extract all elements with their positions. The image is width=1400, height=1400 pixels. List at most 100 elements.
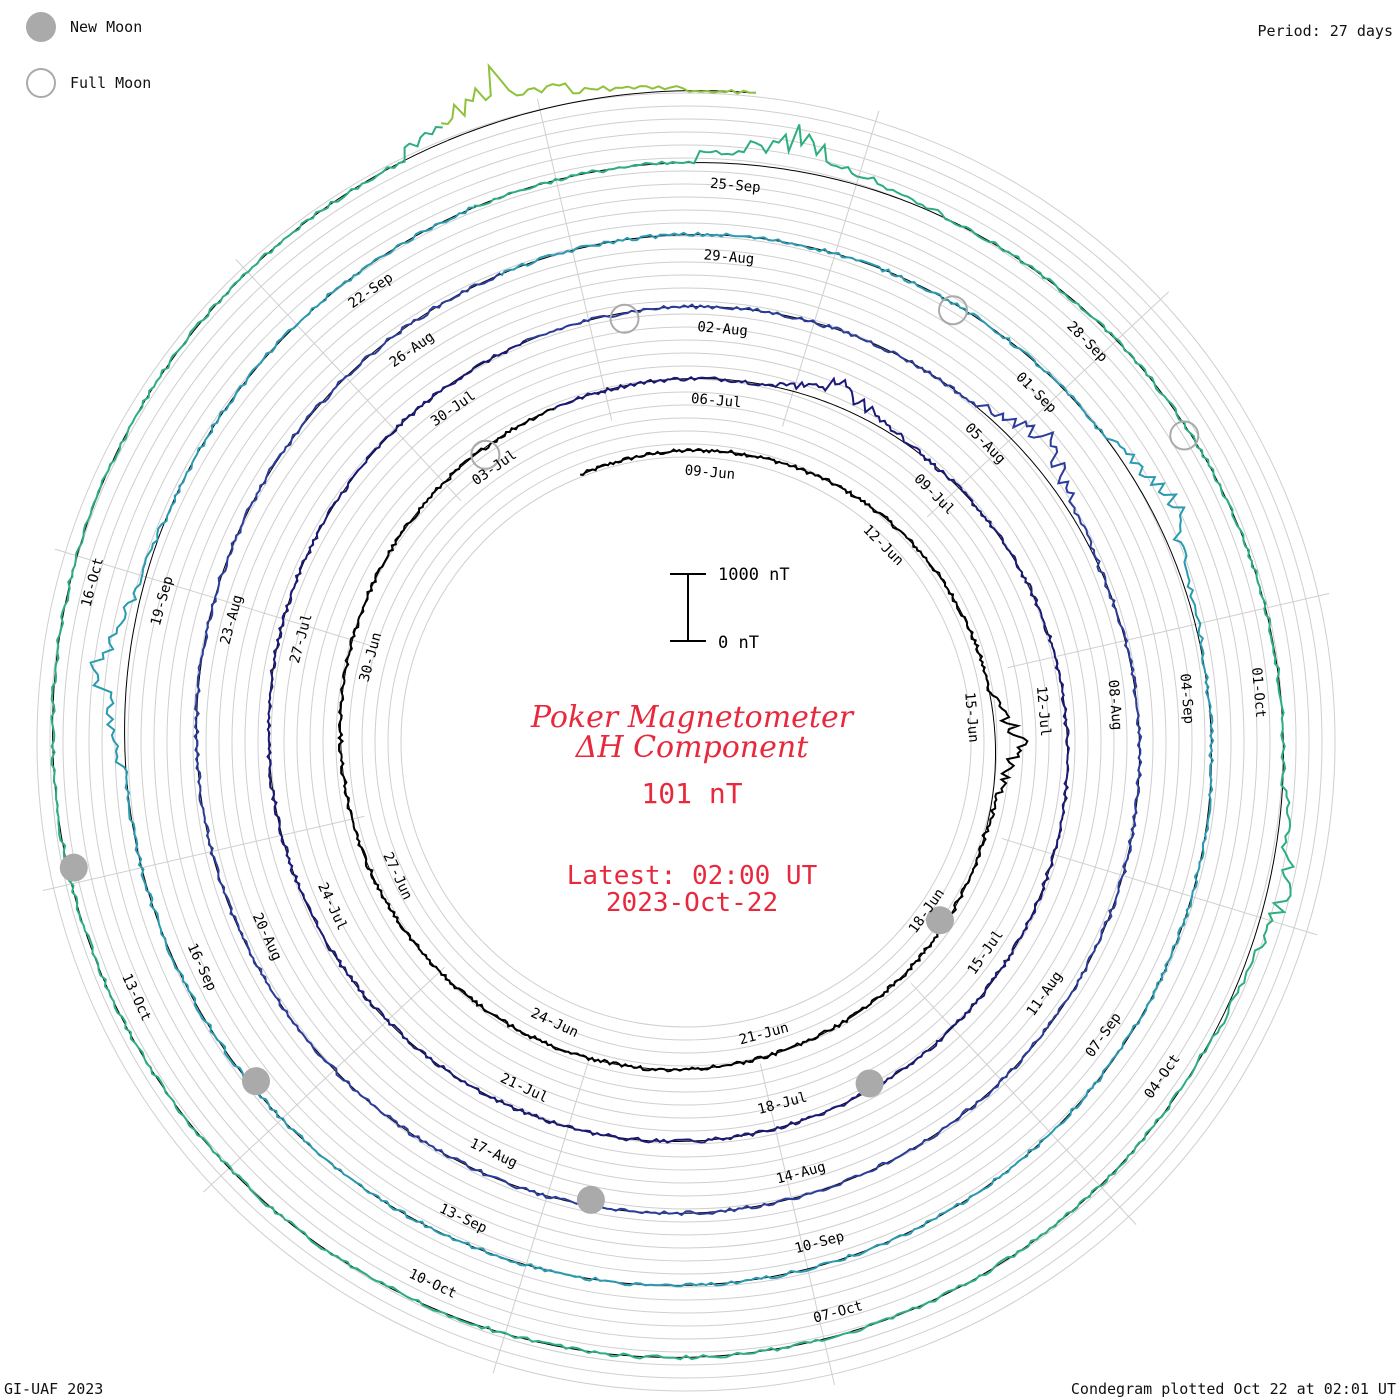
full-moon-marker	[609, 303, 640, 334]
full-moon-label: Full Moon	[70, 74, 152, 92]
grid-spoke	[910, 982, 1137, 1225]
baseline-value: 101 nT	[641, 777, 742, 810]
full-moon-marker	[470, 439, 501, 470]
date-label: 24-Jun	[528, 1005, 581, 1041]
grid-circle	[75, 131, 1297, 1353]
grid-circle	[166, 222, 1206, 1262]
grid-circle	[192, 248, 1180, 1236]
latest-time: Latest: 02:00 UT	[567, 861, 818, 891]
legend-new-moon: New Moon	[26, 12, 142, 42]
grid-spoke	[536, 98, 613, 421]
date-label: 13-Oct	[118, 971, 154, 1024]
series-line-turn-2	[266, 338, 1070, 1144]
chart-grid	[36, 92, 1336, 1392]
center-title: Poker Magnetometer ΔH Component 101 nT L…	[530, 700, 855, 918]
grid-circle	[49, 105, 1323, 1379]
date-label: 05-Aug	[961, 420, 1008, 467]
scale-bar: 1000 nT 0 nT	[670, 565, 790, 653]
date-label: 01-Oct	[1248, 667, 1268, 719]
scale-top-label: 1000 nT	[718, 565, 790, 585]
legend-full-moon: Full Moon	[26, 68, 151, 98]
series-line-turn-1	[337, 408, 1029, 1073]
title-line1: Poker Magnetometer	[530, 700, 855, 735]
date-label: 30-Jun	[357, 631, 386, 684]
grid-spoke	[759, 1063, 836, 1386]
grid-spoke	[492, 1057, 591, 1374]
grid-spoke	[42, 815, 365, 892]
series-line-turn-4	[89, 206, 1215, 1288]
grid-circle	[283, 339, 1089, 1145]
period-label: Period: 27 days	[1257, 22, 1393, 40]
date-label: 06-Jul	[690, 391, 742, 411]
latest-date: 2023-Oct-22	[606, 888, 778, 918]
grid-circle	[335, 391, 1037, 1093]
date-label: 02-Aug	[697, 319, 749, 339]
grid-circle	[127, 183, 1245, 1301]
moon-markers	[59, 295, 1200, 1214]
footer-credit: GI-UAF 2023	[4, 1380, 104, 1398]
new-moon-marker	[242, 1067, 271, 1096]
grid-spoke	[926, 291, 1169, 518]
chart-traces	[50, 63, 1296, 1361]
series-line-turn-3	[193, 272, 1143, 1217]
series-line-turn-5	[50, 124, 1296, 1361]
date-label: 09-Jun	[684, 463, 736, 483]
grid-circle	[270, 326, 1102, 1158]
new-moon-marker	[855, 1069, 884, 1098]
date-label: 15-Jun	[961, 691, 981, 743]
date-label: 13-Sep	[437, 1201, 490, 1237]
title-line2: ΔH Component	[575, 730, 809, 765]
grid-circle	[153, 209, 1219, 1275]
grid-spoke	[235, 259, 462, 502]
grid-circle	[179, 235, 1193, 1249]
date-label: 27-Jun	[379, 850, 415, 903]
date-label: 10-Sep	[793, 1229, 846, 1257]
grid-circle	[309, 365, 1063, 1119]
date-label: 12-Jun	[859, 522, 906, 569]
grid-spoke	[203, 966, 446, 1193]
footer-plot-time: Condegram plotted Oct 22 at 02:01 UT	[1070, 1380, 1396, 1398]
date-label: 12-Jul	[1033, 685, 1053, 737]
grid-spoke	[54, 548, 371, 647]
grid-circle	[374, 430, 998, 1054]
grid-circle	[218, 274, 1154, 1210]
date-label: 25-Sep	[709, 176, 761, 196]
date-label: 04-Sep	[1176, 673, 1196, 725]
grid-circle	[400, 456, 972, 1028]
new-moon-marker	[926, 906, 955, 935]
new-moon-marker	[576, 1185, 605, 1214]
date-label: 21-Jun	[737, 1020, 790, 1048]
chart-spokes	[42, 98, 1330, 1386]
full-moon-marker	[1169, 420, 1200, 451]
date-label: 19-Sep	[148, 574, 177, 627]
grid-circle	[348, 404, 1024, 1080]
new-moon-icon	[26, 12, 56, 42]
series-line-turn-6	[440, 63, 756, 126]
date-label: 07-Oct	[812, 1298, 865, 1326]
scale-bottom-label: 0 nT	[718, 633, 759, 653]
grid-circle	[140, 196, 1232, 1288]
grid-circle	[205, 261, 1167, 1223]
full-moon-marker	[938, 295, 969, 326]
grid-circle	[36, 92, 1336, 1392]
moon-legend: New Moon Full Moon	[0, 0, 300, 110]
grid-spoke	[781, 110, 880, 427]
grid-circle	[387, 443, 985, 1041]
date-label: 16-Oct	[78, 556, 107, 609]
grid-circle	[257, 313, 1115, 1171]
grid-spoke	[1007, 592, 1330, 669]
full-moon-icon	[26, 68, 56, 98]
grid-circle	[62, 118, 1310, 1366]
grid-circle	[296, 352, 1076, 1132]
date-label: 17-Aug	[467, 1136, 520, 1172]
grid-circle	[101, 157, 1271, 1327]
date-label: 29-Aug	[703, 247, 755, 267]
grid-circle	[244, 300, 1128, 1184]
date-label: 16-Sep	[184, 941, 220, 994]
grid-circle	[361, 417, 1011, 1067]
date-label: 08-Aug	[1105, 679, 1125, 731]
date-label: 20-Aug	[249, 911, 285, 964]
new-moon-label: New Moon	[70, 18, 143, 36]
new-moon-marker	[59, 853, 88, 882]
